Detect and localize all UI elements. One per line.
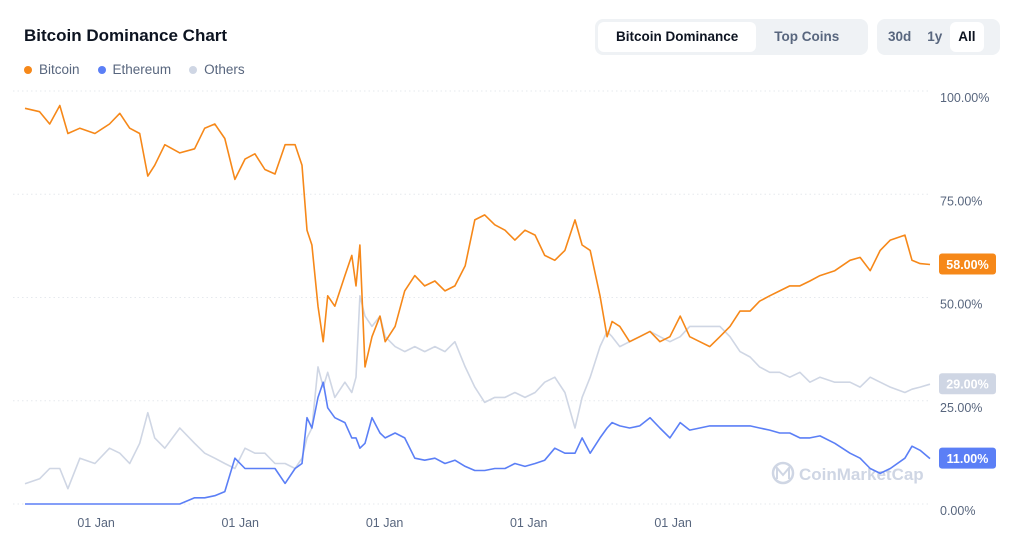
badge-background (939, 373, 996, 395)
others-dot-icon (189, 65, 198, 74)
badge-background (939, 447, 996, 469)
current-value-badge-others: 29.00% (939, 373, 996, 395)
series-line-bitcoin (24, 104, 931, 368)
legend-label: Bitcoin (39, 62, 80, 77)
time-range-toggle: 30d 1y All (877, 19, 1000, 55)
legend-item-ethereum[interactable]: Ethereum (97, 62, 172, 77)
current-value-badge-bitcoin: 58.00% (939, 253, 996, 275)
x-tick-label: 01 Jan (221, 516, 259, 530)
coinmarketcap-logo-mark (776, 465, 790, 479)
tab-top-coins[interactable]: Top Coins (774, 29, 840, 44)
legend-label: Ethereum (112, 62, 172, 77)
bitcoin-dot-icon (24, 65, 32, 74)
x-tick-label: 01 Jan (77, 516, 115, 530)
chart-legend: Bitcoin Ethereum Others (24, 62, 245, 77)
legend-item-others[interactable]: Others (189, 62, 245, 77)
ethereum-dot-icon (97, 65, 106, 74)
y-tick-label: 75.00% (940, 194, 982, 208)
badge-value: 58.00% (946, 258, 988, 272)
range-30d-button[interactable]: 30d (888, 29, 912, 44)
badge-background (939, 253, 996, 275)
current-value-badge-ethereum: 11.00% (939, 447, 996, 469)
x-tick-label: 01 Jan (510, 516, 548, 530)
y-tick-label: 100.00% (940, 91, 989, 105)
coinmarketcap-logo-icon (771, 461, 795, 485)
y-tick-label: 25.00% (940, 401, 982, 415)
coinmarketcap-watermark: CoinMarketCap (771, 461, 924, 485)
series-line-others (24, 295, 931, 490)
chart-type-toggle: Bitcoin Dominance Top Coins (595, 19, 868, 55)
range-1y-button[interactable]: 1y (927, 29, 943, 44)
badge-value: 29.00% (946, 378, 988, 392)
watermark-text: CoinMarketCap (799, 465, 924, 484)
series-line-ethereum (25, 381, 931, 505)
x-tick-label: 01 Jan (654, 516, 692, 530)
chart-title: Bitcoin Dominance Chart (24, 26, 228, 45)
range-all-button[interactable]: All (950, 22, 984, 52)
badge-value: 11.00% (947, 452, 989, 466)
y-tick-label: 50.00% (940, 298, 982, 312)
y-tick-label: 0.00% (940, 504, 975, 518)
legend-item-bitcoin[interactable]: Bitcoin (24, 62, 80, 77)
tab-bitcoin-dominance[interactable]: Bitcoin Dominance (598, 22, 757, 52)
x-tick-label: 01 Jan (366, 516, 404, 530)
legend-label: Others (204, 62, 245, 77)
